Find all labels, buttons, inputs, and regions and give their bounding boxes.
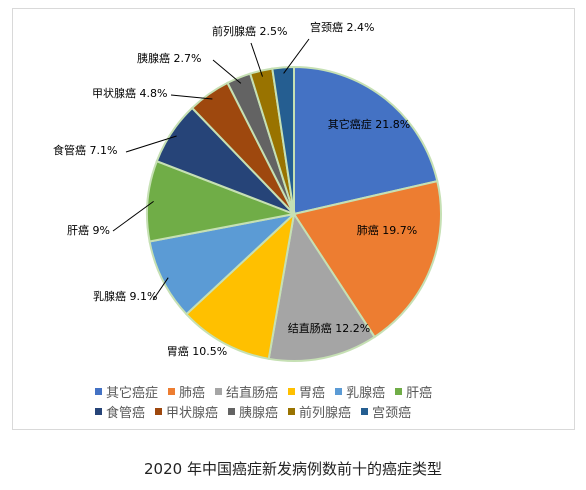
legend-item-yixian: 胰腺癌 — [228, 402, 278, 421]
legend-swatch — [288, 387, 296, 395]
slice-label: 乳腺癌 9.1% — [93, 289, 157, 303]
pie-slice — [292, 179, 442, 339]
leader-line — [112, 200, 154, 232]
legend: 其它癌症 肺癌 结直肠癌 胃癌 乳腺癌 肝癌 食管癌 甲状腺癌 胰腺癌 前列腺癌… — [95, 381, 535, 421]
legend-swatch — [361, 407, 369, 415]
legend-label: 肺癌 — [179, 385, 206, 401]
legend-swatch — [215, 387, 223, 395]
leader-line — [212, 59, 242, 84]
slice-label: 胰腺癌 2.7% — [137, 51, 201, 65]
legend-item-jiazhuangxian: 甲状腺癌 — [155, 402, 218, 421]
pie-slice — [293, 65, 439, 216]
slice-label: 胃癌 10.5% — [167, 344, 227, 358]
pie-slice — [267, 211, 376, 362]
legend-label: 宫颈癌 — [372, 405, 412, 421]
figure-caption: 2020 年中国癌症新发病例数前十的癌症类型 — [144, 460, 442, 478]
pie-slice — [185, 211, 296, 360]
leader-line — [250, 42, 263, 77]
slice-label: 结直肠癌 12.2% — [288, 321, 370, 335]
legend-item-ruxian: 乳腺癌 — [335, 382, 385, 401]
legend-label: 结直肠癌 — [226, 385, 279, 401]
slice-label: 前列腺癌 2.5% — [212, 24, 287, 38]
legend-label: 其它癌症 — [106, 385, 159, 401]
legend-item-wei: 胃癌 — [288, 382, 325, 401]
legend-label: 胰腺癌 — [239, 405, 279, 421]
pie-slice — [271, 65, 295, 215]
leader-line — [283, 38, 310, 74]
legend-label: 胃癌 — [299, 385, 326, 401]
legend-label: 乳腺癌 — [346, 385, 386, 401]
legend-item-shiguan: 食管癌 — [95, 402, 145, 421]
slice-label: 宫颈癌 2.4% — [310, 20, 374, 34]
legend-item-qita: 其它癌症 — [95, 382, 158, 401]
legend-label: 肝癌 — [406, 385, 433, 401]
legend-swatch — [288, 407, 296, 415]
legend-swatch — [228, 407, 236, 415]
legend-label: 甲状腺癌 — [166, 405, 219, 421]
pie-slice — [148, 212, 298, 316]
leader-line — [152, 277, 169, 301]
legend-swatch — [168, 387, 176, 395]
legend-swatch — [155, 407, 163, 415]
pie-chart: 其它癌症 21.8% 肺癌 19.7% 结直肠癌 12.2% 胃癌 10.5% 乳腺癌 … — [53, 20, 442, 362]
legend-swatch — [335, 387, 343, 395]
pie-slice — [146, 159, 298, 243]
legend-row-1: 其它癌症 肺癌 结直肠癌 胃癌 乳腺癌 肝癌 — [95, 381, 535, 401]
legend-item-gan: 肝癌 — [395, 382, 432, 401]
chart-frame: 其它癌症 21.8% 肺癌 19.7% 结直肠癌 12.2% 胃癌 10.5% 乳腺癌 … — [12, 8, 575, 430]
legend-label: 食管癌 — [106, 405, 146, 421]
slice-label: 其它癌症 21.8% — [328, 117, 410, 131]
legend-item-gongjing: 宫颈癌 — [361, 402, 411, 421]
legend-swatch — [95, 407, 102, 415]
slice-label: 甲状腺癌 4.8% — [92, 86, 167, 100]
legend-item-fei: 肺癌 — [168, 382, 205, 401]
leader-line — [170, 94, 213, 100]
legend-row-2: 食管癌 甲状腺癌 胰腺癌 前列腺癌 宫颈癌 — [95, 401, 535, 421]
legend-label: 前列腺癌 — [299, 405, 352, 421]
slice-label: 肝癌 9% — [67, 223, 110, 237]
legend-item-qianliexian: 前列腺癌 — [288, 402, 351, 421]
legend-swatch — [395, 387, 403, 395]
legend-swatch — [95, 387, 102, 395]
slice-label: 食管癌 7.1% — [53, 143, 117, 157]
legend-item-jiezhichang: 结直肠癌 — [215, 382, 278, 401]
slice-label: 肺癌 19.7% — [357, 223, 417, 237]
leader-line — [125, 135, 177, 153]
